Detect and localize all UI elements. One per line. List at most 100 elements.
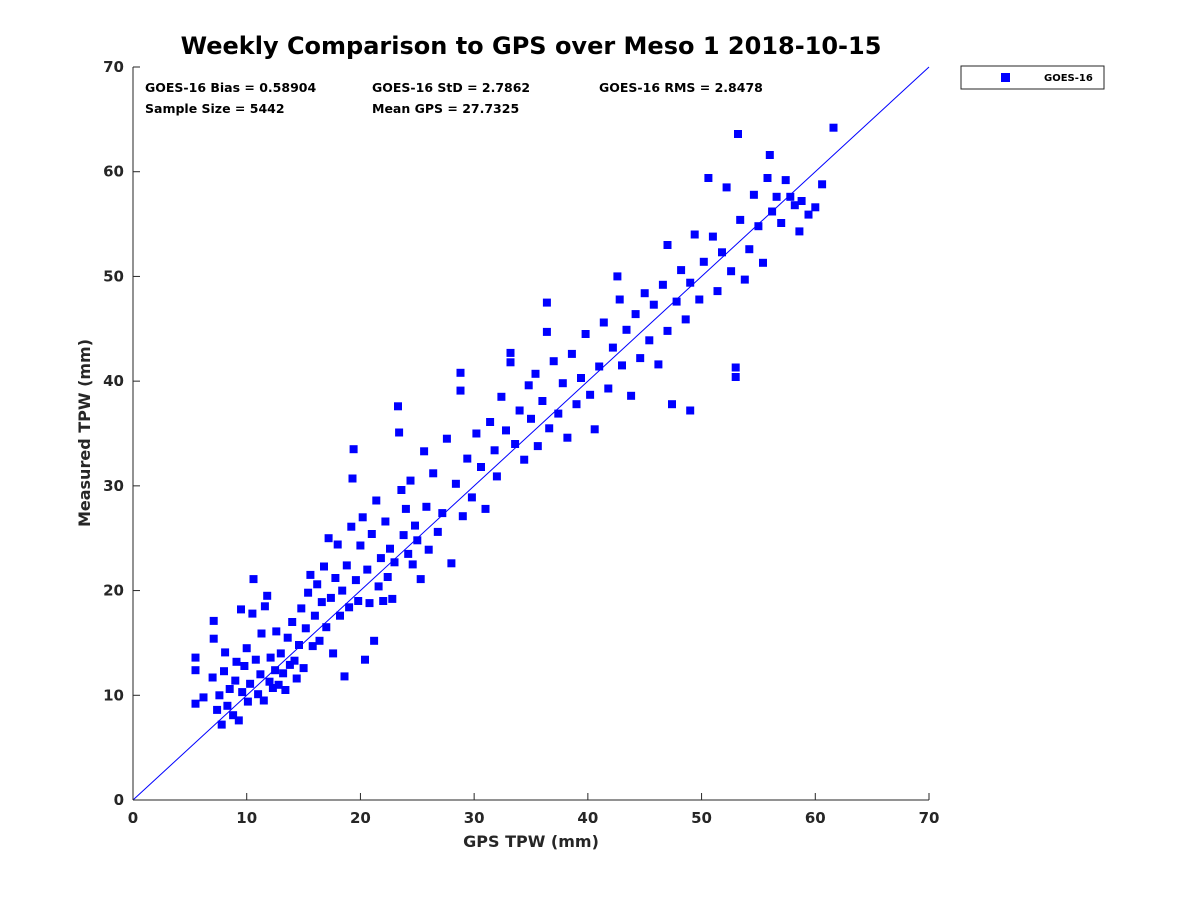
- data-point: [347, 522, 356, 531]
- data-point: [829, 123, 838, 132]
- data-point: [340, 672, 349, 681]
- x-axis-ticks: 0 10 20 30 40 50 60 70: [128, 793, 939, 827]
- data-point: [695, 295, 704, 304]
- data-point: [722, 183, 731, 192]
- data-point: [272, 627, 281, 636]
- data-point: [292, 674, 301, 683]
- data-point: [590, 425, 599, 434]
- data-point: [727, 267, 736, 276]
- data-point: [749, 190, 758, 199]
- data-point: [731, 373, 740, 381]
- data-point: [663, 241, 672, 249]
- data-point: [372, 496, 381, 505]
- data-point: [213, 705, 222, 714]
- data-point: [451, 479, 460, 488]
- data-point: [486, 418, 495, 426]
- x-tick-label: 20: [350, 809, 371, 827]
- data-point: [608, 343, 617, 352]
- data-point: [209, 616, 218, 625]
- data-point: [438, 509, 447, 518]
- y-tick-label: 20: [103, 582, 124, 600]
- data-point: [256, 670, 265, 679]
- data-point: [388, 594, 397, 603]
- data-point: [754, 222, 763, 231]
- data-point: [604, 384, 613, 393]
- data-point: [315, 636, 324, 645]
- data-point: [243, 697, 252, 706]
- data-point: [636, 354, 645, 363]
- data-point: [331, 574, 340, 582]
- data-point: [254, 690, 263, 699]
- data-point: [232, 657, 241, 666]
- data-point: [317, 598, 326, 607]
- data-point: [234, 716, 243, 725]
- data-point: [772, 192, 781, 201]
- data-point: [299, 664, 308, 673]
- data-point: [223, 701, 232, 710]
- data-point: [615, 295, 624, 304]
- data-point: [581, 330, 590, 338]
- data-point: [408, 560, 417, 569]
- data-point: [654, 360, 663, 369]
- data-point: [736, 215, 745, 224]
- data-point: [533, 442, 542, 451]
- data-point: [348, 474, 357, 483]
- data-point: [668, 400, 676, 409]
- data-point: [492, 472, 501, 481]
- data-point: [631, 310, 640, 319]
- data-point: [472, 429, 481, 438]
- data-point: [310, 611, 319, 620]
- data-point: [456, 368, 465, 377]
- stat-mean-gps: Mean GPS = 27.7325: [372, 101, 519, 116]
- x-tick-label: 30: [464, 809, 485, 827]
- data-point: [811, 203, 820, 212]
- data-point: [586, 390, 595, 399]
- data-point: [797, 197, 806, 205]
- data-point: [374, 582, 383, 591]
- data-point: [199, 693, 208, 702]
- data-point: [354, 597, 363, 605]
- data-point: [217, 720, 226, 729]
- data-point: [818, 180, 827, 189]
- data-point: [640, 289, 649, 298]
- data-point: [231, 676, 240, 685]
- data-point: [433, 527, 442, 536]
- stat-bias: GOES-16 Bias = 0.58904: [145, 80, 316, 95]
- data-point: [572, 400, 581, 409]
- chart-title: Weekly Comparison to GPS over Meso 1 201…: [181, 32, 882, 60]
- data-point: [395, 428, 404, 437]
- data-point: [361, 655, 369, 664]
- data-point: [379, 597, 388, 605]
- data-point: [511, 440, 520, 448]
- data-point: [401, 504, 410, 513]
- data-point: [618, 361, 626, 370]
- data-point: [297, 604, 306, 613]
- data-point: [191, 699, 200, 708]
- data-point: [627, 391, 636, 400]
- data-point: [251, 655, 260, 664]
- data-point: [324, 534, 333, 543]
- data-point: [358, 513, 367, 522]
- data-point: [240, 662, 249, 670]
- data-point: [276, 649, 285, 658]
- data-point: [429, 469, 438, 478]
- data-point: [731, 363, 740, 372]
- data-point: [351, 576, 360, 585]
- data-point: [558, 379, 567, 388]
- data-point: [481, 504, 490, 513]
- data-point: [708, 232, 717, 241]
- data-point: [191, 666, 200, 675]
- data-point: [367, 530, 376, 538]
- data-point: [424, 545, 433, 554]
- data-point: [266, 653, 275, 662]
- data-point: [383, 573, 392, 581]
- y-tick-label: 0: [114, 791, 124, 809]
- data-point: [209, 634, 218, 643]
- data-point: [490, 446, 499, 455]
- data-point: [304, 588, 313, 597]
- data-point: [370, 636, 379, 645]
- data-point: [524, 381, 533, 390]
- data-point: [416, 575, 425, 584]
- data-point: [663, 326, 672, 335]
- data-point: [281, 686, 290, 694]
